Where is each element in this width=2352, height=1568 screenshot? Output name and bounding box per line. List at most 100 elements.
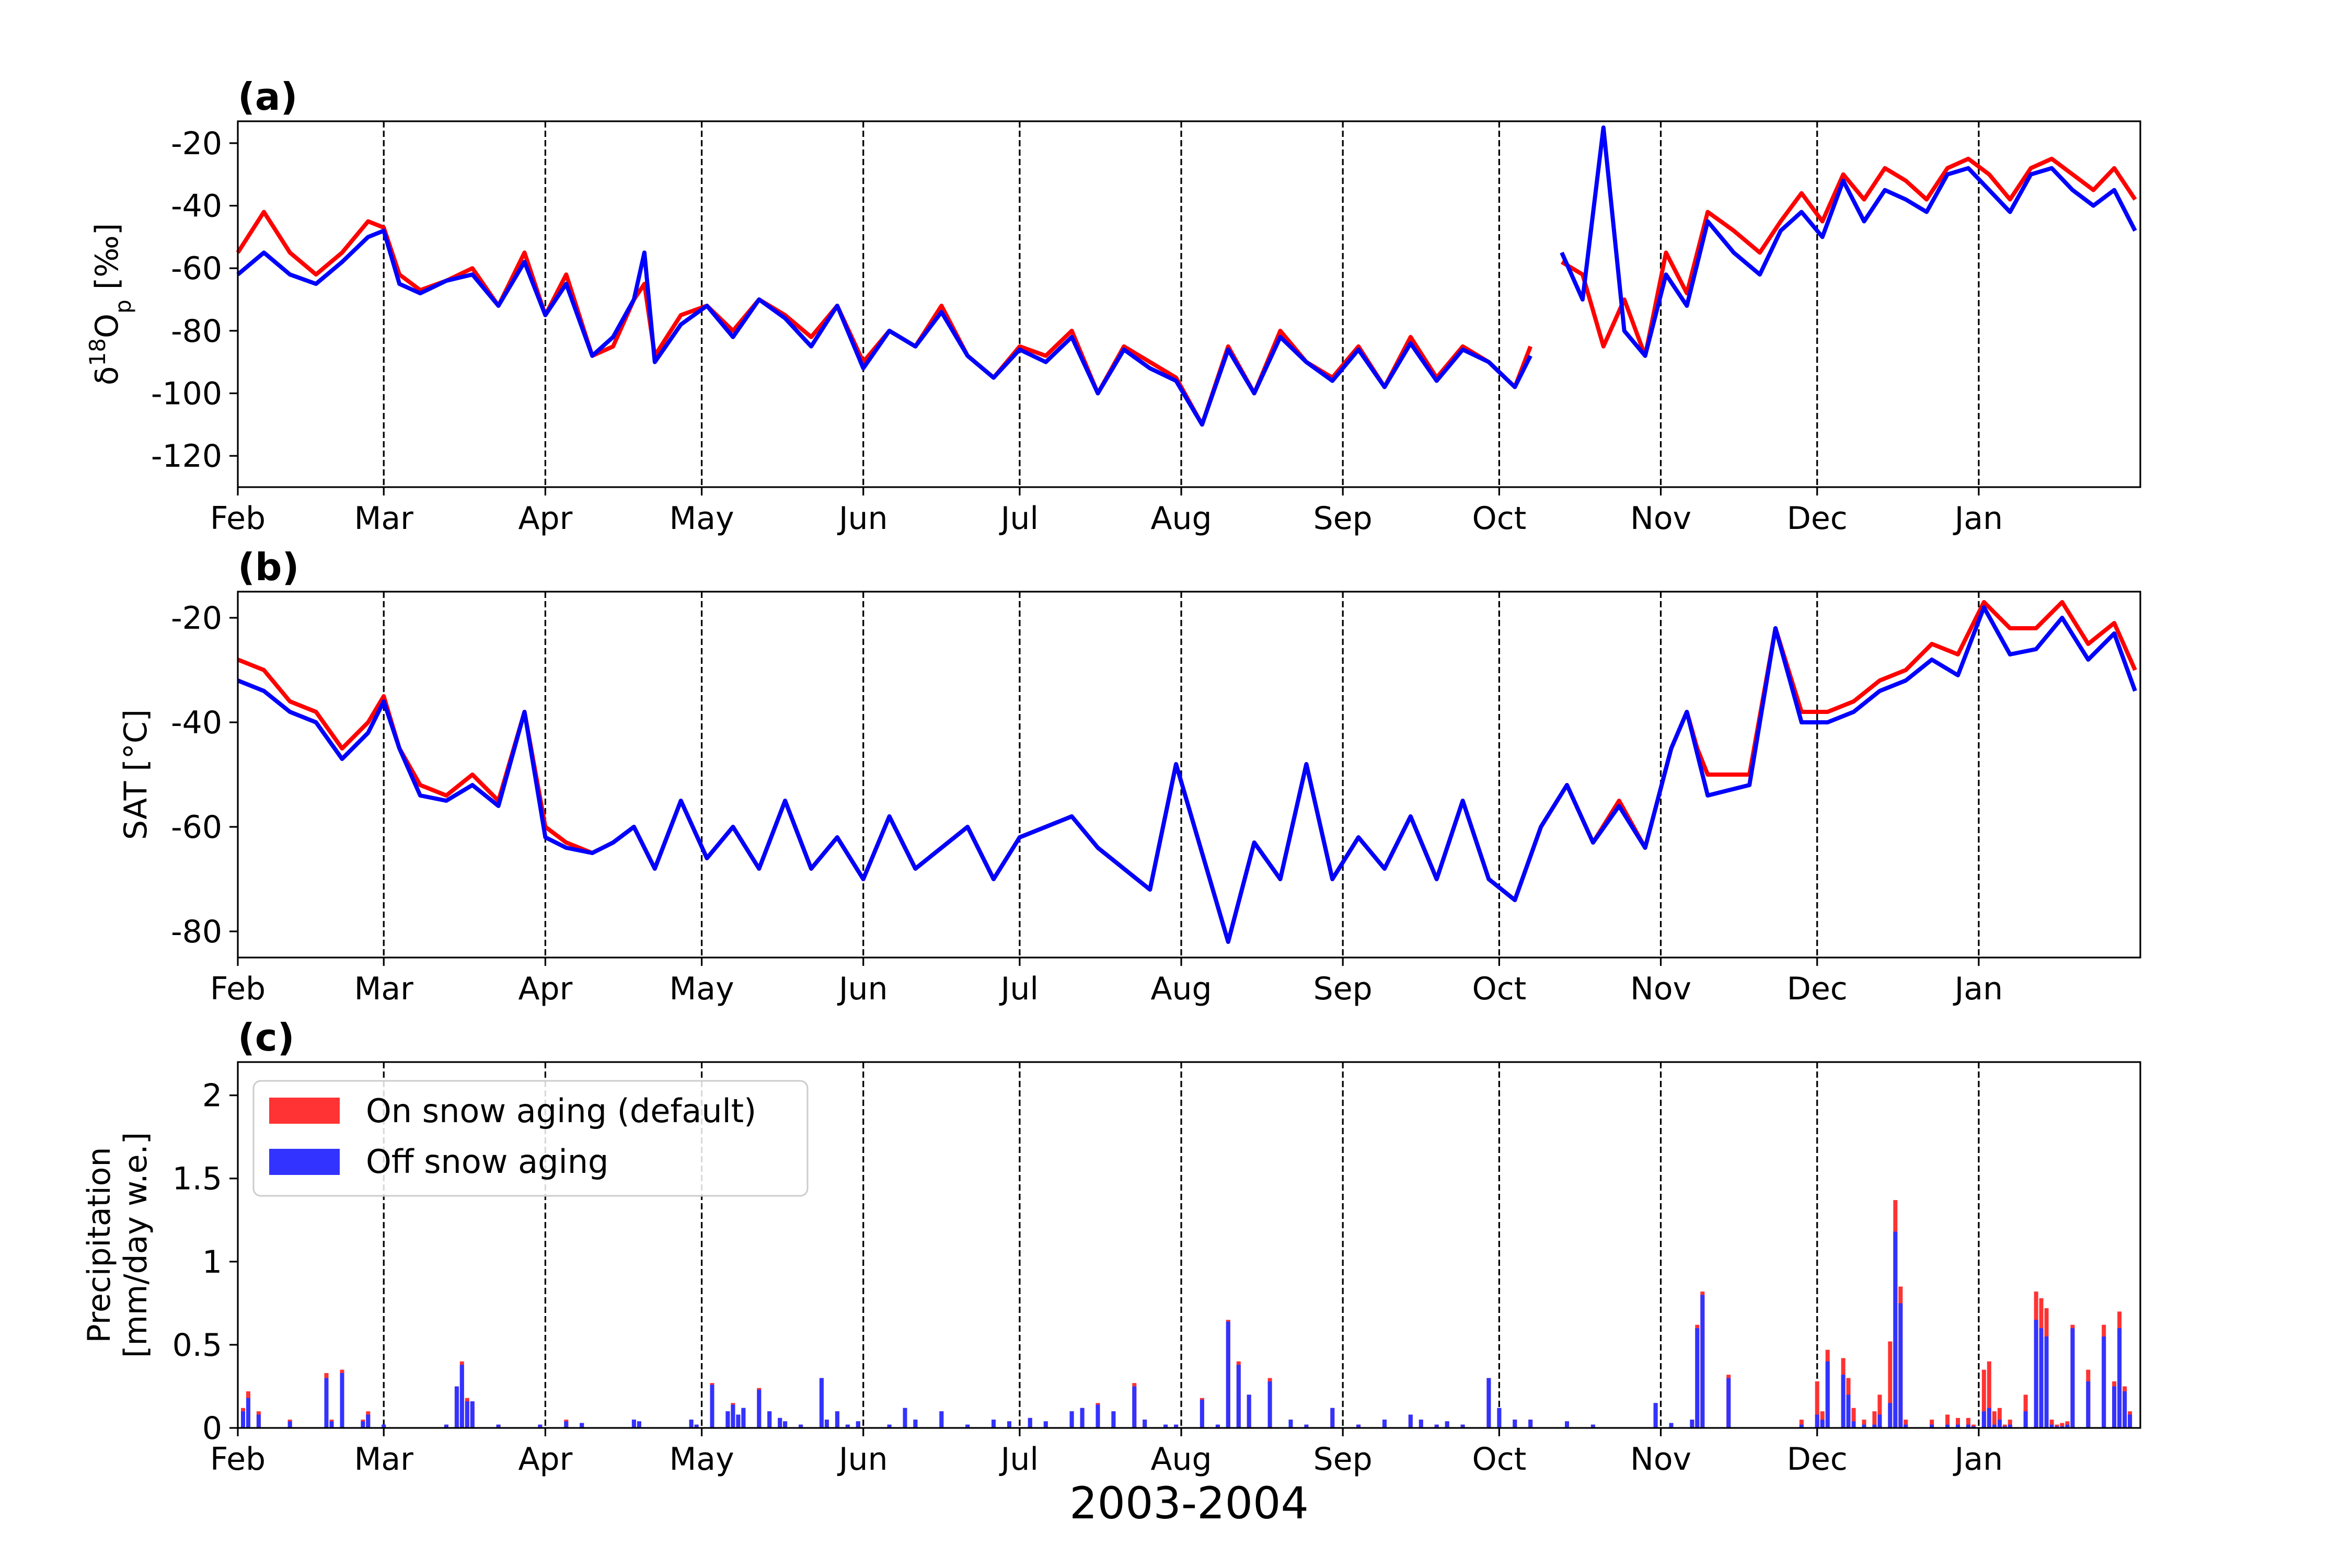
bar-off-snow-aging bbox=[1815, 1414, 1819, 1428]
series-line-on-snow-aging bbox=[237, 600, 2137, 944]
panel-a-y-label: δ18Op [‰] bbox=[85, 223, 136, 385]
bar-off-snow-aging bbox=[1028, 1417, 1032, 1428]
x-tick-label-jan: Jan bbox=[1953, 971, 2003, 1007]
bar-off-snow-aging bbox=[2055, 1426, 2059, 1428]
bar-off-snow-aging bbox=[1445, 1421, 1449, 1428]
x-tick-label-oct: Oct bbox=[1472, 500, 1526, 537]
bar-off-snow-aging bbox=[1872, 1424, 1877, 1428]
bar-off-snow-aging bbox=[1981, 1411, 1986, 1428]
bar-off-snow-aging bbox=[1434, 1424, 1439, 1428]
bar-off-snow-aging bbox=[1460, 1424, 1465, 1428]
bar-off-snow-aging bbox=[1111, 1411, 1116, 1428]
panel-b: (b) -20 -40 -60 -80 Feb Mar Apr May Jun Jul Aug Se… bbox=[118, 545, 2141, 1007]
bar-on-snow-aging bbox=[2049, 1420, 2054, 1428]
bar-off-snow-aging bbox=[459, 1365, 464, 1428]
bar-off-snow-aging bbox=[1862, 1424, 1866, 1428]
y-tick-label: -40 bbox=[171, 188, 222, 225]
bar-off-snow-aging bbox=[767, 1411, 772, 1428]
bar-off-snow-aging bbox=[1945, 1424, 1950, 1428]
bar-off-snow-aging bbox=[1330, 1408, 1335, 1428]
x-tick-label-nov: Nov bbox=[1630, 971, 1691, 1007]
bar-off-snow-aging bbox=[965, 1424, 970, 1428]
bar-off-snow-aging bbox=[783, 1421, 788, 1428]
bar-off-snow-aging bbox=[2086, 1381, 2091, 1428]
y-tick-label: -120 bbox=[151, 438, 222, 475]
bar-off-snow-aging bbox=[246, 1398, 250, 1428]
bar-off-snow-aging bbox=[1007, 1421, 1011, 1428]
bar-off-snow-aging bbox=[1956, 1424, 1960, 1428]
x-tick-label-jan: Jan bbox=[1953, 500, 2003, 537]
panel-c-y-axis: 0 0.5 1 1.5 2 bbox=[172, 1078, 238, 1447]
panel-a-y-axis: -20 -40 -60 -80 -100 -120 bbox=[151, 125, 238, 475]
x-tick-label-oct: Oct bbox=[1472, 1441, 1526, 1478]
bar-on-snow-aging bbox=[1888, 1341, 1893, 1428]
x-tick-label-feb: Feb bbox=[210, 500, 266, 537]
bar-off-snow-aging bbox=[1226, 1321, 1230, 1428]
bar-off-snow-aging bbox=[689, 1420, 694, 1428]
bar-off-snow-aging bbox=[710, 1385, 714, 1428]
bar-off-snow-aging bbox=[1486, 1378, 1491, 1428]
x-tick-label-sep: Sep bbox=[1313, 500, 1373, 537]
bar-off-snow-aging bbox=[1898, 1303, 1903, 1428]
bar-off-snow-aging bbox=[799, 1424, 803, 1428]
bar-on-snow-aging bbox=[1851, 1408, 1856, 1428]
bar-off-snow-aging bbox=[736, 1414, 741, 1428]
bar-off-snow-aging bbox=[1966, 1424, 1970, 1428]
bar-off-snow-aging bbox=[256, 1414, 261, 1428]
bar-off-snow-aging bbox=[2023, 1411, 2028, 1428]
bar-off-snow-aging bbox=[731, 1404, 735, 1428]
bar-off-snow-aging bbox=[1080, 1408, 1085, 1428]
x-tick-label-mar: Mar bbox=[354, 500, 414, 537]
x-tick-label-apr: Apr bbox=[518, 500, 572, 537]
bar-off-snow-aging bbox=[903, 1408, 907, 1428]
bar-off-snow-aging bbox=[1669, 1423, 1674, 1428]
y-tick-label: -20 bbox=[171, 600, 222, 637]
x-tick-label-apr: Apr bbox=[518, 971, 572, 1007]
y-tick-label: 0 bbox=[202, 1410, 222, 1447]
bar-off-snow-aging bbox=[845, 1424, 850, 1428]
y-tick-label: -100 bbox=[151, 376, 222, 412]
panel-c-y-label-line1: Precipitation bbox=[81, 1147, 118, 1343]
bar-on-snow-aging bbox=[1799, 1420, 1804, 1428]
y-tick-label: 2 bbox=[202, 1078, 222, 1114]
x-tick-label-mar: Mar bbox=[354, 1441, 414, 1478]
panel-c-frame bbox=[237, 1061, 2141, 1429]
bar-off-snow-aging bbox=[1888, 1403, 1893, 1428]
bar-off-snow-aging bbox=[939, 1411, 944, 1428]
bar-off-snow-aging bbox=[1851, 1421, 1856, 1428]
bar-off-snow-aging bbox=[1893, 1231, 1898, 1428]
bar-off-snow-aging bbox=[1497, 1408, 1502, 1428]
bar-off-snow-aging bbox=[470, 1401, 475, 1428]
bar-on-snow-aging bbox=[1815, 1381, 1819, 1428]
panel-b-frame bbox=[237, 591, 2141, 959]
bar-off-snow-aging bbox=[1997, 1420, 2002, 1428]
bar-off-snow-aging bbox=[1726, 1378, 1731, 1428]
panel-c-y-label-line2: [mm/day w.e.] bbox=[118, 1132, 154, 1358]
bar-off-snow-aging bbox=[1846, 1394, 1851, 1428]
series-line-off-snow-aging bbox=[237, 605, 2137, 944]
bar-on-snow-aging bbox=[1945, 1414, 1950, 1428]
x-tick-label-jun: Jun bbox=[837, 971, 888, 1007]
bar-on-snow-aging bbox=[1987, 1361, 1991, 1428]
bar-off-snow-aging bbox=[819, 1378, 824, 1428]
bar-off-snow-aging bbox=[1565, 1421, 1569, 1428]
bar-off-snow-aging bbox=[1528, 1420, 1533, 1428]
bar-on-snow-aging bbox=[2008, 1420, 2012, 1428]
x-tick-label-aug: Aug bbox=[1150, 500, 1212, 537]
x-tick-label-dec: Dec bbox=[1787, 971, 1848, 1007]
legend-label-off: Off snow aging bbox=[366, 1143, 608, 1181]
bar-off-snow-aging bbox=[2070, 1328, 2075, 1428]
bar-off-snow-aging bbox=[1069, 1411, 1074, 1428]
bar-off-snow-aging bbox=[1267, 1381, 1272, 1428]
bar-off-snow-aging bbox=[1971, 1426, 1976, 1428]
bar-off-snow-aging bbox=[757, 1389, 762, 1428]
panel-c-plot-area bbox=[241, 1200, 2132, 1428]
bar-off-snow-aging bbox=[1653, 1403, 1658, 1428]
bar-off-snow-aging bbox=[1695, 1328, 1700, 1428]
legend-swatch-off bbox=[269, 1149, 340, 1175]
bar-off-snow-aging bbox=[1382, 1420, 1387, 1428]
bar-off-snow-aging bbox=[2044, 1336, 2049, 1428]
bar-off-snow-aging bbox=[1700, 1295, 1705, 1428]
bar-off-snow-aging bbox=[2123, 1391, 2127, 1428]
bar-off-snow-aging bbox=[1590, 1424, 1595, 1428]
